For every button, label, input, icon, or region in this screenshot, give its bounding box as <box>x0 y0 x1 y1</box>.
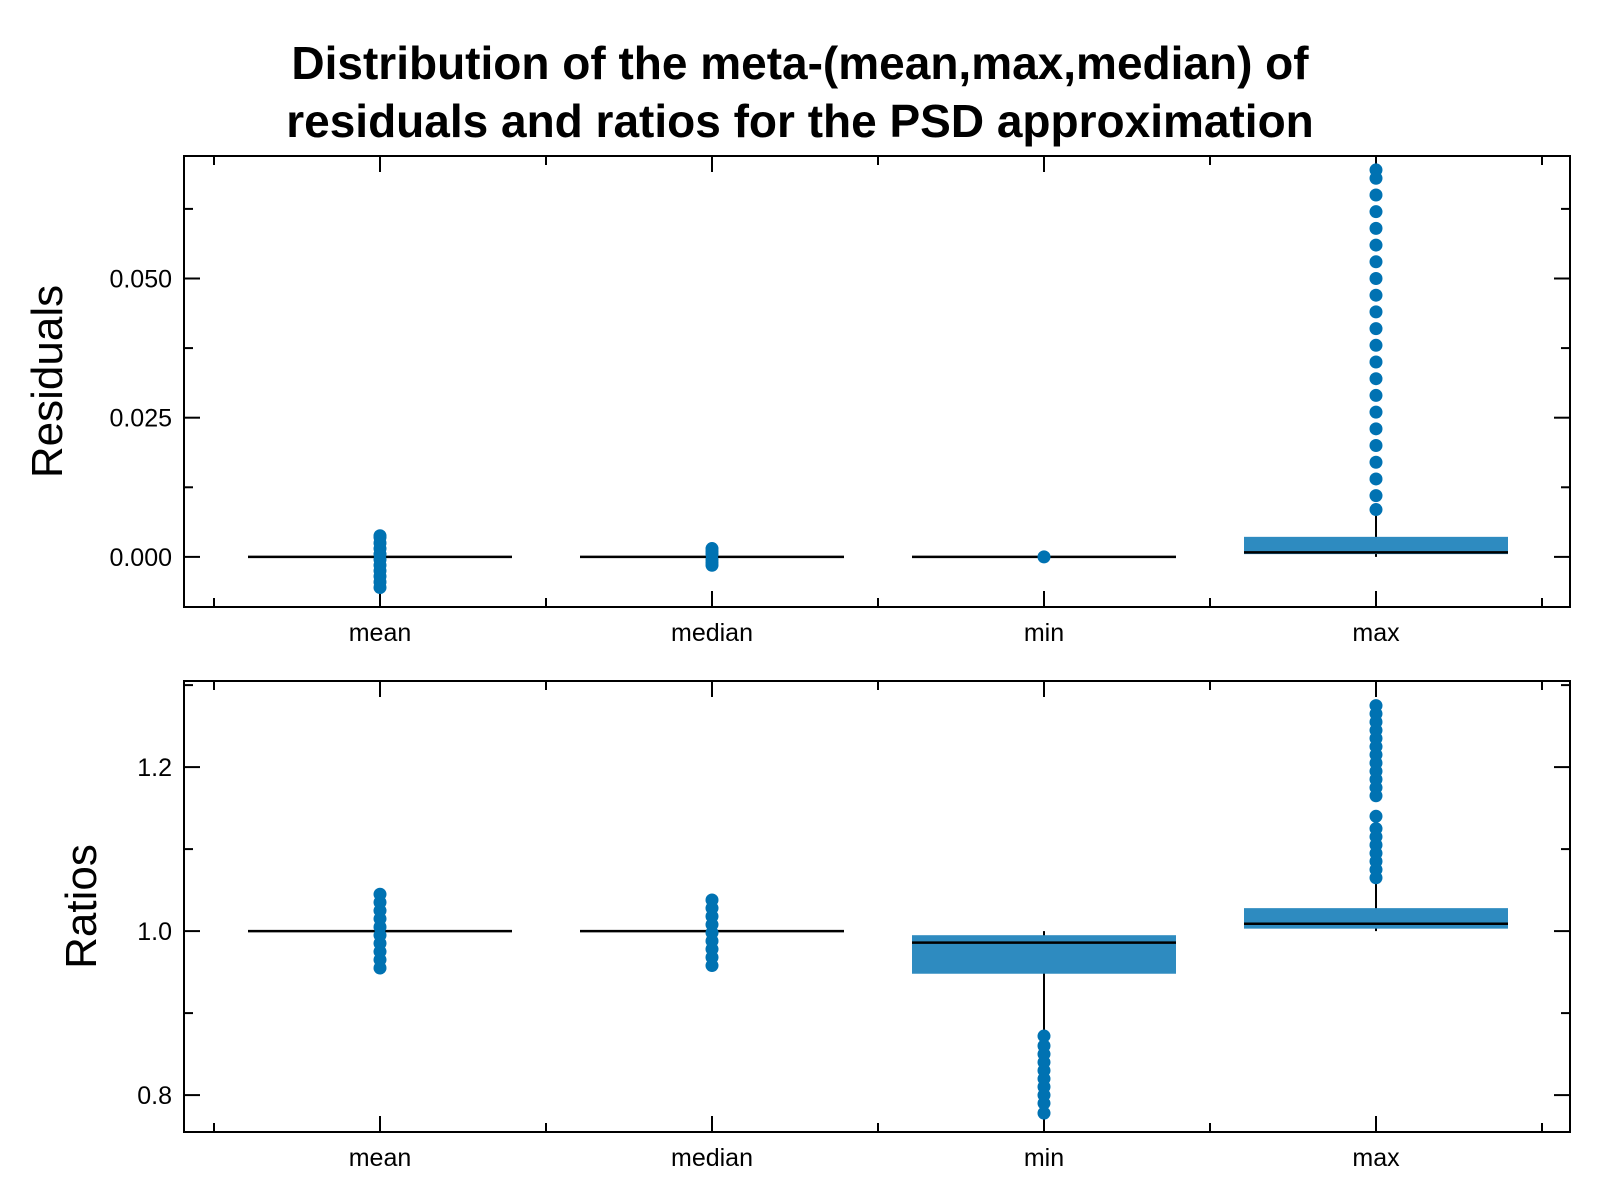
x-tick-label: max <box>1352 619 1400 647</box>
x-tick-label: max <box>1352 1144 1400 1172</box>
outlier-point <box>373 529 387 543</box>
outlier-point <box>1369 288 1383 302</box>
outlier-point <box>1369 699 1383 713</box>
outlier-point <box>1369 489 1383 503</box>
outlier-point <box>1369 322 1383 336</box>
box-iqr <box>1244 536 1508 555</box>
box-iqr <box>1244 908 1508 929</box>
outlier-point <box>1037 1039 1051 1053</box>
x-tick-label: min <box>1024 1144 1064 1172</box>
y-tick-label: 1.2 <box>137 754 172 782</box>
outlier-point <box>373 887 387 901</box>
residuals-panel: 0.000 0.025 0.050 mean median min max Residuals <box>23 155 1571 647</box>
y-axis-label: Ratios <box>57 844 106 969</box>
box-iqr <box>912 935 1176 974</box>
y-tick-label: 1.0 <box>137 918 172 946</box>
outlier-point <box>1037 1106 1051 1120</box>
outlier-point <box>1037 550 1051 564</box>
outlier-point <box>1369 271 1383 285</box>
x-tick-label: median <box>671 619 753 647</box>
outlier-point <box>1369 388 1383 402</box>
outlier-point <box>1369 455 1383 469</box>
outlier-point <box>1369 221 1383 235</box>
y-tick-label: 0.025 <box>109 405 172 433</box>
x-tick-label: median <box>671 1144 753 1172</box>
plot-frame <box>183 680 1571 1133</box>
y-tick-label: 0.000 <box>109 544 172 572</box>
outlier-point <box>1369 503 1383 517</box>
outlier-point <box>705 893 719 907</box>
outlier-point <box>1369 422 1383 436</box>
outlier-point <box>1369 439 1383 453</box>
outlier-point <box>1369 372 1383 386</box>
outlier-point <box>1369 405 1383 419</box>
outlier-point <box>1037 1029 1051 1043</box>
outlier-point <box>1369 338 1383 352</box>
x-tick-label: min <box>1024 619 1064 647</box>
outlier-point <box>1369 472 1383 486</box>
outlier-point <box>1369 188 1383 202</box>
outlier-point <box>1369 305 1383 319</box>
outlier-point <box>1369 205 1383 219</box>
chart-title-line-1: Distribution of the meta-(mean,max,media… <box>291 37 1309 89</box>
chart-title-line-2: residuals and ratios for the PSD approxi… <box>286 95 1314 147</box>
outlier-point <box>1369 355 1383 369</box>
outlier-point <box>1369 255 1383 269</box>
outlier-point <box>705 542 719 556</box>
y-tick-label: 0.8 <box>137 1082 172 1110</box>
x-tick-label: mean <box>349 619 412 647</box>
outlier-point <box>1369 809 1383 823</box>
y-axis-label: Residuals <box>23 285 72 478</box>
outlier-point <box>1369 822 1383 836</box>
y-tick-label: 0.050 <box>109 265 172 293</box>
outlier-point <box>1369 163 1383 177</box>
chart-title: Distribution of the meta-(mean,max,media… <box>0 34 1600 150</box>
outlier-point <box>1369 238 1383 252</box>
ratios-panel: 0.8 1.0 1.2 mean median min max Ratios <box>57 680 1571 1172</box>
x-tick-label: mean <box>349 1144 412 1172</box>
